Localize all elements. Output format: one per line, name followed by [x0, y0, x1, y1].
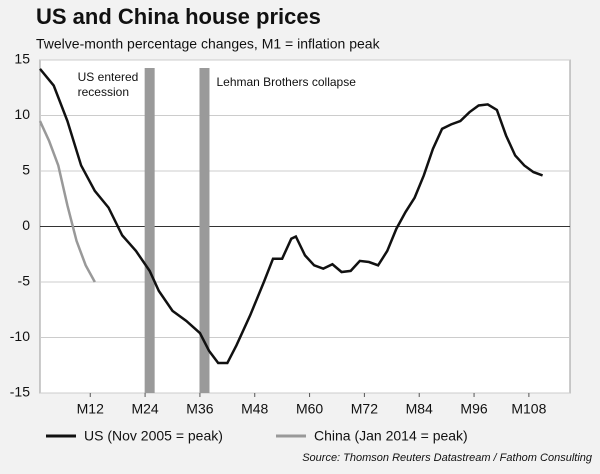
y-tick-label: -15 — [10, 384, 30, 400]
x-tick-label: M72 — [351, 401, 378, 417]
source: Source: Thomson Reuters Datastream / Fat… — [302, 452, 593, 464]
legend-label: US (Nov 2005 = peak) — [84, 428, 223, 444]
y-tick-label: 5 — [22, 162, 30, 178]
x-tick-label: M84 — [406, 401, 433, 417]
event-label: US entered — [78, 70, 139, 84]
line — [38, 120, 96, 283]
y-tick-label: -5 — [18, 273, 31, 289]
x-tick-label: M24 — [131, 401, 158, 417]
legend-label: China (Jan 2014 = peak) — [314, 428, 468, 444]
x-tick-label: M108 — [511, 401, 546, 417]
event-bar — [199, 68, 210, 393]
event-label: recession — [78, 85, 129, 99]
chart-subtitle: Twelve-month percentage changes, M1 = in… — [36, 36, 381, 52]
event-label: Lehman Brothers collapse — [216, 75, 356, 89]
line — [39, 68, 544, 365]
x-tick-label: M12 — [77, 401, 104, 417]
chart-title: US and China house prices — [36, 4, 321, 29]
y-tick-label: 15 — [14, 51, 30, 67]
x-tick-label: M48 — [241, 401, 268, 417]
event-bar — [144, 68, 155, 393]
x-tick-label: M96 — [460, 401, 487, 417]
y-tick-label: 10 — [14, 106, 30, 122]
y-tick-label: 0 — [22, 217, 30, 233]
x-tick-label: M60 — [296, 401, 323, 417]
x-tick-label: M36 — [186, 401, 213, 417]
y-tick-label: -10 — [10, 328, 30, 344]
